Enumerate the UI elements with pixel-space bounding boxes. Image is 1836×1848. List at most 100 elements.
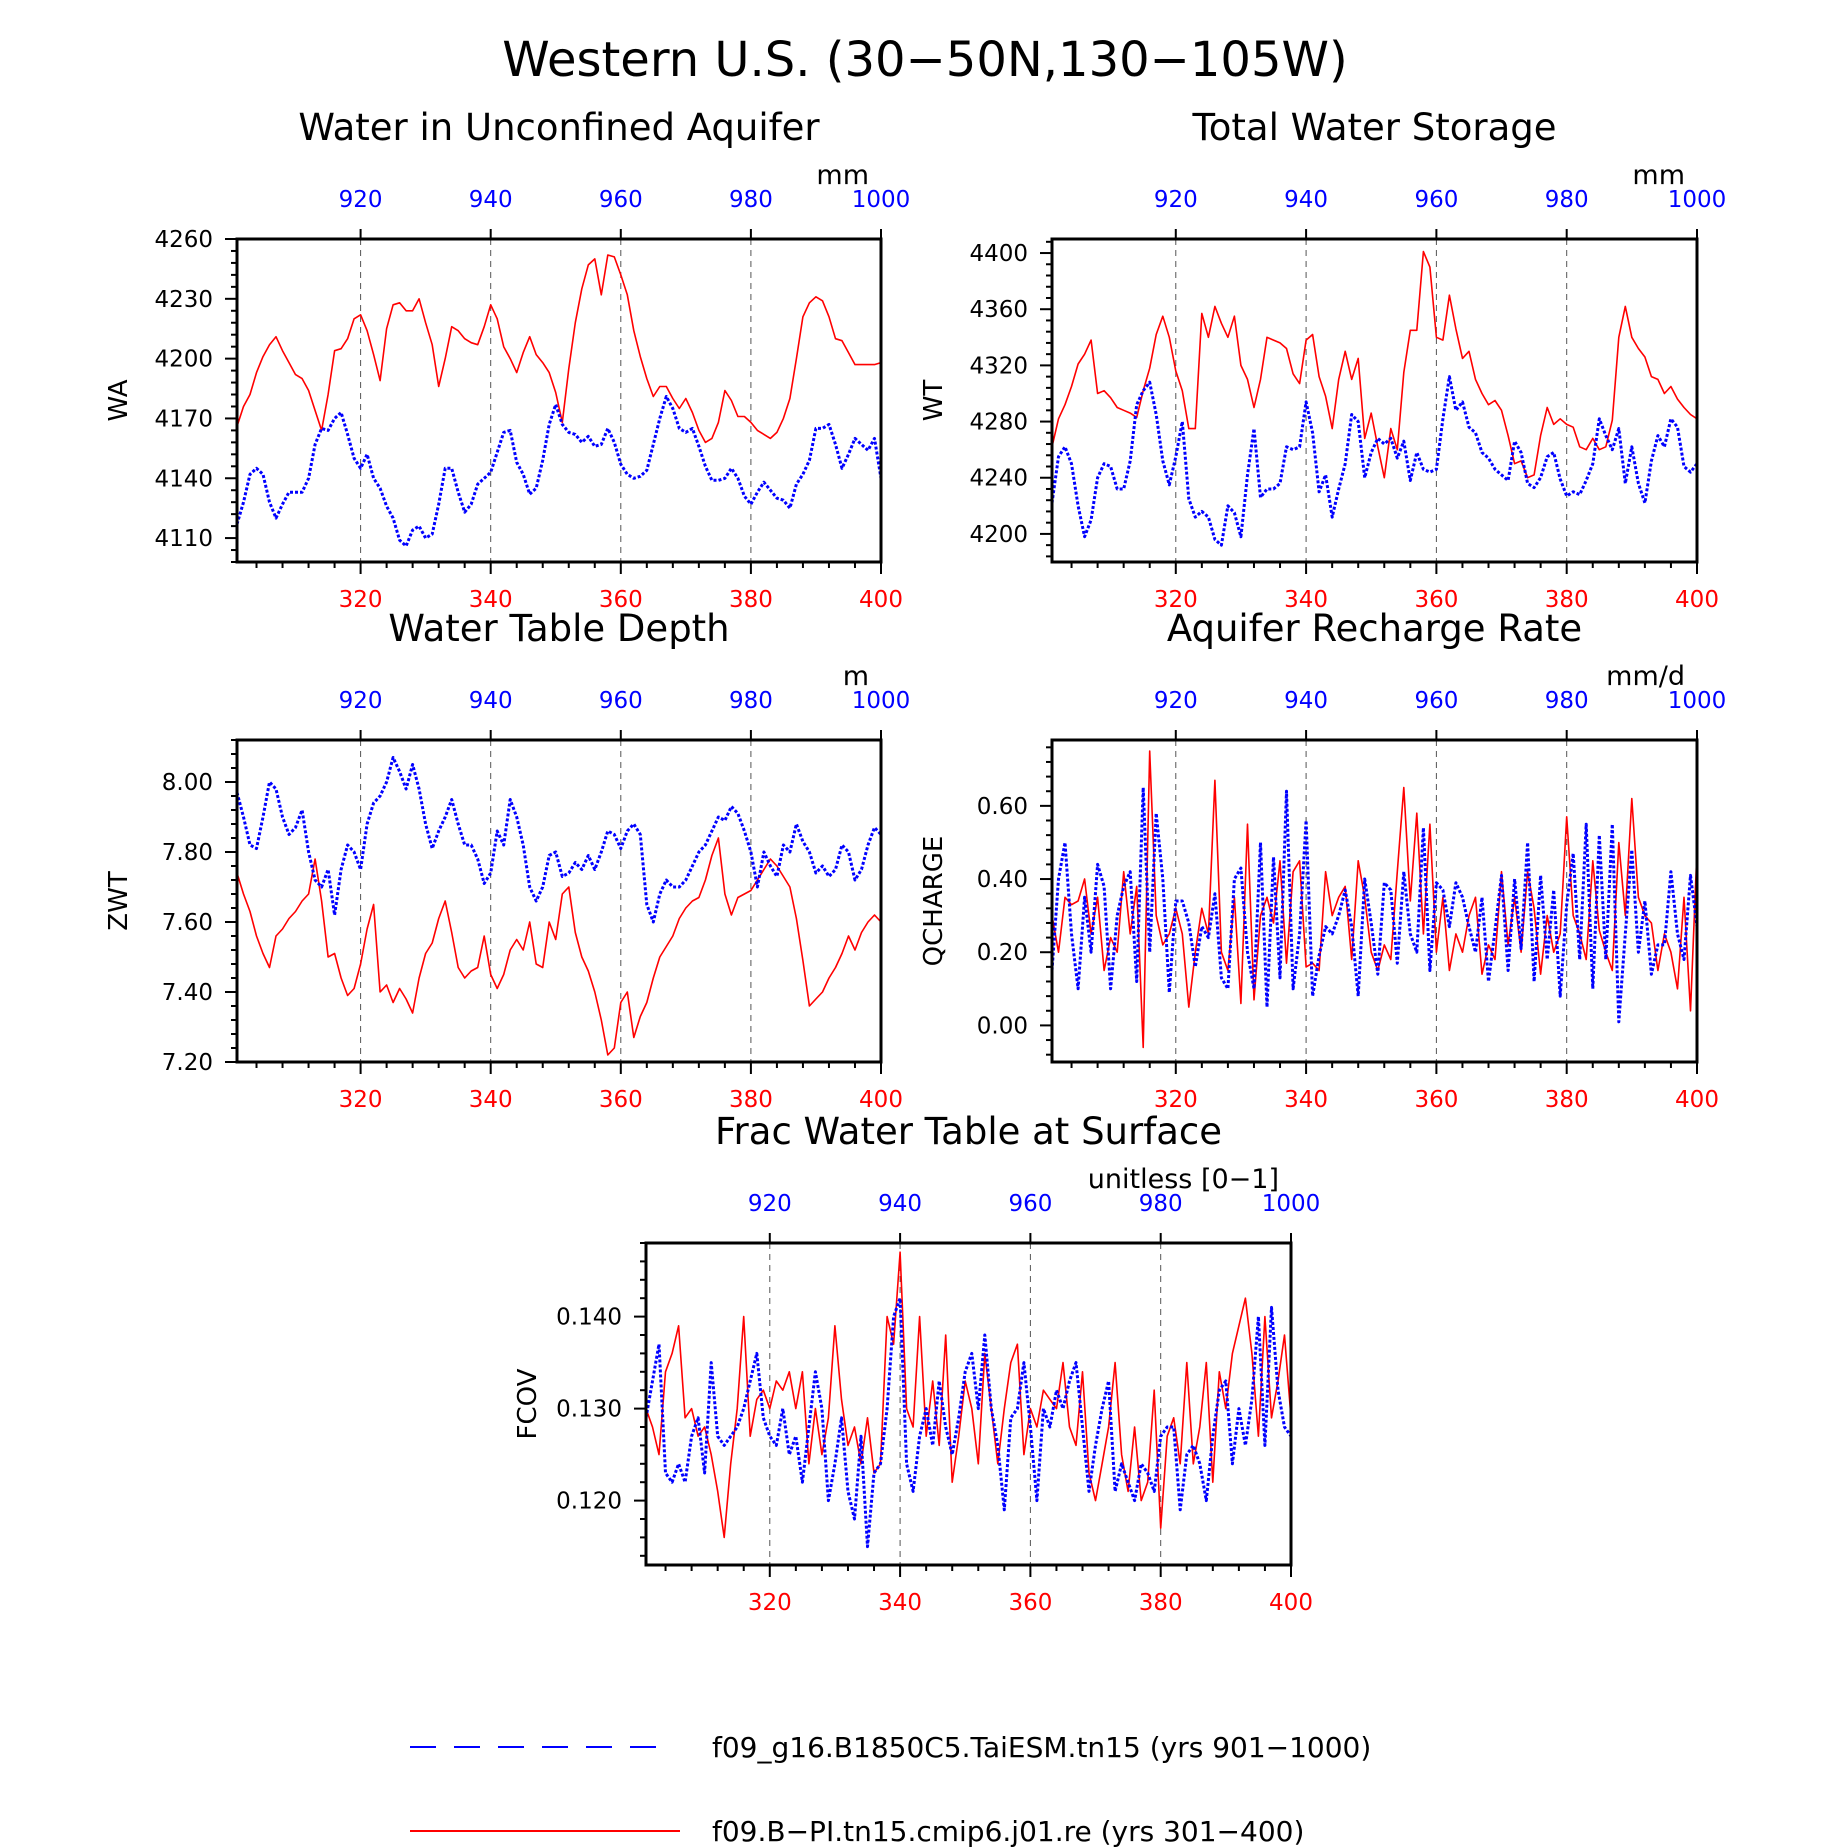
qcharge-top-tick-label: 1000: [1668, 688, 1727, 714]
wa-top-tick-label: 980: [729, 187, 773, 213]
wa-y-tick-label: 4170: [154, 406, 213, 432]
wa-ylabel: WA: [104, 379, 134, 421]
qcharge-series-blue: [1050, 786, 1699, 1024]
fcov-top-tick-label: 980: [1139, 1191, 1183, 1217]
wt-y-tick-label: 4320: [969, 353, 1028, 379]
zwt-series-blue: [235, 756, 883, 924]
wt-title: Total Water Storage: [1191, 106, 1556, 149]
wa-bottom-tick-label: 400: [859, 587, 903, 613]
fcov-bottom-tick-label: 380: [1139, 1590, 1183, 1616]
wt-ylabel: WT: [919, 380, 949, 422]
fcov-series-red: [645, 1251, 1292, 1539]
wt-top-tick-label: 980: [1545, 187, 1589, 213]
wa-bottom-tick-label: 340: [469, 587, 513, 613]
zwt-top-tick-label: 1000: [852, 688, 911, 714]
wt-panel: 320 340 360 380 400 920 940 960 980 1000 4200 4240 4…: [919, 106, 1726, 613]
panels: 320 340 360 380 400 920 940 960 980 1000 4110 4140 4…: [104, 106, 1726, 1616]
figure-title: Western U.S. (30−50N,130−105W): [502, 32, 1347, 88]
fcov-title: Frac Water Table at Surface: [715, 1110, 1222, 1153]
qcharge-bottom-tick-label: 380: [1545, 1087, 1589, 1113]
fcov-bottom-tick-label: 340: [878, 1590, 922, 1616]
wa-bottom-tick-label: 380: [729, 587, 773, 613]
qcharge-bottom-tick-label: 360: [1414, 1087, 1458, 1113]
wt-units: mm: [1632, 160, 1685, 191]
zwt-title: Water Table Depth: [388, 607, 729, 650]
wt-bottom-tick-label: 320: [1154, 587, 1198, 613]
fcov-series-blue: [644, 1296, 1293, 1549]
fcov-top-tick-label: 960: [1008, 1191, 1052, 1217]
qcharge-top-tick-label: 980: [1545, 688, 1589, 714]
qcharge-frame: [1050, 738, 1699, 1064]
fcov-bottom-tick-label: 320: [748, 1590, 792, 1616]
legend: f09_g16.B1850C5.TaiESM.tn15 (yrs 901−100…: [410, 1731, 1371, 1848]
wt-bottom-tick-label: 360: [1414, 587, 1458, 613]
fcov-y-tick-label: 0.140: [556, 1305, 622, 1331]
wt-bottom-tick-label: 380: [1545, 587, 1589, 613]
qcharge-top-tick-label: 960: [1414, 688, 1458, 714]
qcharge-top-tick-label: 920: [1154, 688, 1198, 714]
qcharge-units: mm/d: [1606, 661, 1685, 692]
wa-y-tick-label: 4140: [154, 466, 213, 492]
wa-bottom-tick-label: 360: [599, 587, 643, 613]
wt-frame: [1050, 237, 1699, 564]
wa-y-tick-label: 4200: [154, 347, 213, 373]
wt-series-red: [1051, 250, 1698, 479]
qcharge-bottom-tick-label: 320: [1154, 1087, 1198, 1113]
qcharge-y-tick-label: 0.20: [977, 940, 1028, 966]
zwt-bottom-tick-label: 320: [339, 1087, 383, 1113]
zwt-y-tick-label: 7.80: [162, 840, 213, 866]
wa-units: mm: [816, 160, 869, 191]
zwt-top-tick-label: 980: [729, 688, 773, 714]
legend-label-blue: f09_g16.B1850C5.TaiESM.tn15 (yrs 901−100…: [712, 1731, 1371, 1764]
wa-panel: 320 340 360 380 400 920 940 960 980 1000 4110 4140 4…: [104, 106, 910, 613]
qcharge-top-tick-label: 940: [1284, 688, 1328, 714]
fcov-bottom-tick-label: 360: [1008, 1590, 1052, 1616]
fcov-units: unitless [0−1]: [1088, 1164, 1279, 1195]
fcov-panel: 320 340 360 380 400 920 940 960 980 1000 0.120 0.13…: [513, 1110, 1320, 1616]
wa-y-tick-label: 4230: [154, 287, 213, 313]
qcharge-bottom-tick-label: 340: [1284, 1087, 1328, 1113]
qcharge-bottom-tick-label: 400: [1675, 1087, 1719, 1113]
qcharge-panel: 320 340 360 380 400 920 940 960 980 1000 0.00 0.20 0…: [919, 607, 1726, 1113]
wa-y-tick-label: 4110: [154, 526, 213, 552]
wa-frame: [235, 237, 883, 564]
wt-top-tick-label: 920: [1154, 187, 1198, 213]
wa-title: Water in Unconfined Aquifer: [298, 106, 820, 149]
qcharge-y-tick-label: 0.40: [977, 867, 1028, 893]
wt-bottom-tick-label: 340: [1284, 587, 1328, 613]
zwt-y-tick-label: 7.20: [162, 1050, 213, 1076]
fcov-frame: [644, 1241, 1293, 1567]
zwt-top-tick-label: 960: [599, 688, 643, 714]
fcov-bottom-tick-label: 400: [1269, 1590, 1313, 1616]
zwt-bottom-tick-label: 360: [599, 1087, 643, 1113]
zwt-panel: 320 340 360 380 400 920 940 960 980 1000 7.20 7.40 7…: [104, 607, 910, 1113]
qcharge-title: Aquifer Recharge Rate: [1167, 607, 1582, 650]
zwt-y-tick-label: 8.00: [162, 770, 213, 796]
wt-top-tick-label: 1000: [1668, 187, 1727, 213]
wt-y-tick-label: 4200: [969, 522, 1028, 548]
wa-top-tick-label: 920: [339, 187, 383, 213]
fcov-ylabel: FCOV: [513, 1368, 543, 1439]
zwt-bottom-tick-label: 340: [469, 1087, 513, 1113]
wa-y-tick-label: 4260: [154, 227, 213, 253]
zwt-series-red: [236, 837, 882, 1056]
zwt-top-tick-label: 940: [469, 688, 513, 714]
wa-top-tick-label: 1000: [852, 187, 911, 213]
wt-y-tick-label: 4240: [969, 466, 1028, 492]
wt-top-tick-label: 960: [1414, 187, 1458, 213]
fcov-y-tick-label: 0.130: [556, 1397, 622, 1423]
qcharge-ylabel: QCHARGE: [919, 836, 949, 967]
fcov-top-tick-label: 1000: [1262, 1191, 1321, 1217]
wa-top-tick-label: 960: [599, 187, 643, 213]
legend-label-red: f09.B−PI.tn15.cmip6.j01.re (yrs 301−400): [712, 1815, 1304, 1848]
wa-top-tick-label: 940: [469, 187, 513, 213]
zwt-bottom-tick-label: 400: [859, 1087, 903, 1113]
wt-y-tick-label: 4360: [969, 297, 1028, 323]
wt-y-tick-label: 4280: [969, 410, 1028, 436]
fcov-top-tick-label: 940: [878, 1191, 922, 1217]
wa-series-red: [236, 254, 882, 444]
zwt-ylabel: ZWT: [104, 871, 134, 931]
wa-bottom-tick-label: 320: [339, 587, 383, 613]
wt-bottom-tick-label: 400: [1675, 587, 1719, 613]
